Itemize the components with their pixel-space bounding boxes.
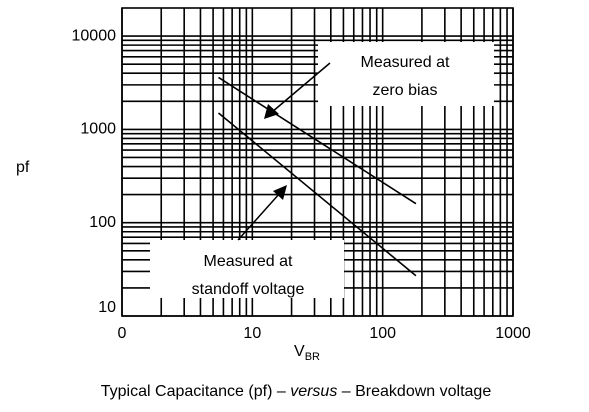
y-tick-label: 1000 <box>80 121 116 138</box>
x-tick-label: 0 <box>118 325 127 342</box>
y-tick-label: 10 <box>98 299 116 316</box>
series-line <box>217 112 417 277</box>
annotation-box <box>318 96 494 106</box>
plot <box>217 76 417 277</box>
x-label-sub: BR <box>305 351 320 363</box>
x-tick-label: 10 <box>243 325 261 342</box>
arrow <box>271 62 331 113</box>
annotation-box <box>318 42 494 96</box>
x-label-main: V <box>294 343 305 360</box>
series-line <box>218 76 417 205</box>
x-tick-label: 100 <box>369 325 396 342</box>
y-tick-label: 100 <box>89 214 116 231</box>
caption-part: versus <box>290 383 337 400</box>
caption: Typical Capacitance (pf) – versus – Brea… <box>101 383 492 400</box>
arrow-head <box>264 104 279 119</box>
annotation: standoff voltage <box>192 281 305 298</box>
caption-part: Typical Capacitance (pf) – <box>101 383 286 400</box>
arrow-head <box>273 185 287 200</box>
annotation-box <box>150 240 344 298</box>
plot-frame <box>121 7 514 317</box>
arrow <box>237 192 281 241</box>
caption-part: – Breakdown voltage <box>342 383 492 400</box>
y-axis-label: pf <box>16 159 30 176</box>
y-tick-label: 10000 <box>72 27 117 44</box>
x-tick-label: 1000 <box>495 325 531 342</box>
annotation: zero bias <box>373 82 438 99</box>
annotation: Measured at <box>361 54 450 71</box>
annotation: Measured at <box>204 253 293 270</box>
x-axis-label: VBR <box>294 343 320 363</box>
